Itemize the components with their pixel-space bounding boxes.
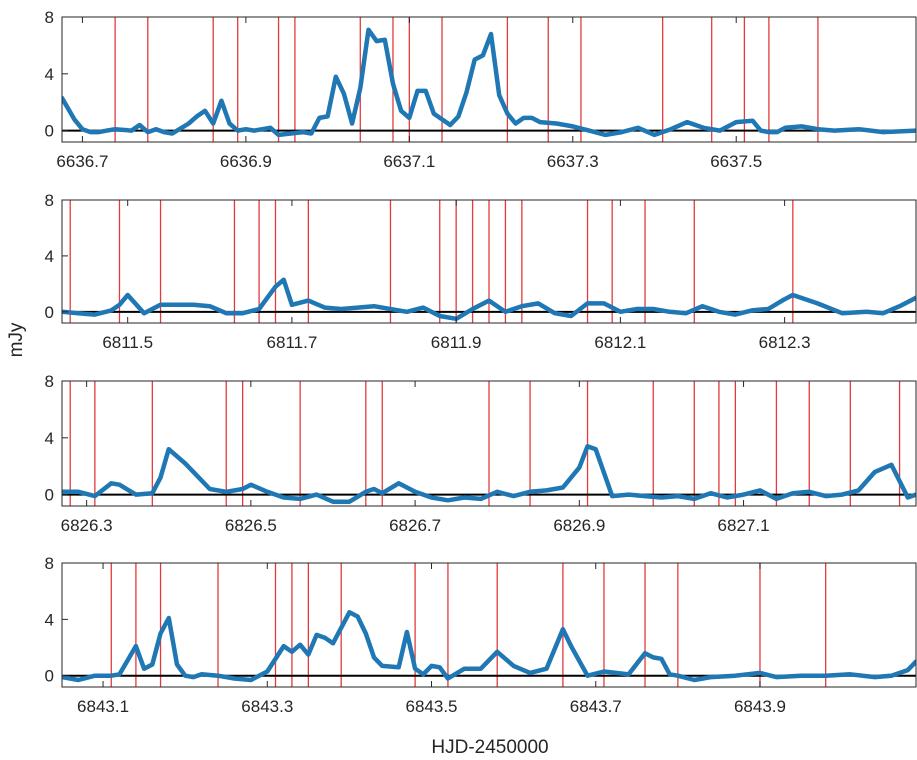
y-tick-label: 0 (45, 122, 54, 141)
y-tick-label: 4 (45, 65, 54, 84)
axes-box (61, 562, 917, 688)
y-tick-label: 8 (45, 191, 54, 210)
x-tick-label: 6826.7 (389, 516, 441, 535)
x-tick-label: 6636.7 (56, 152, 108, 171)
x-tick-label: 6843.5 (406, 697, 458, 716)
x-tick-label: 6637.1 (383, 152, 435, 171)
y-tick-label: 0 (45, 303, 54, 322)
x-tick-label: 6811.9 (431, 333, 482, 352)
x-axis-label: HJD-2450000 (431, 737, 548, 758)
plot-area (62, 200, 916, 323)
x-tick-label: 6826.9 (553, 516, 605, 535)
y-axis-label: mJy (6, 322, 27, 357)
panel-1: 0 4 8 6636.7 6636.9 6637.1 6637.3 6637.5 (45, 8, 917, 171)
x-tick-label: 6843.1 (77, 697, 129, 716)
panel-3: 0 4 8 6826.3 6826.5 6826.7 6826.9 6827.1 (45, 372, 917, 535)
y-tick-label: 0 (45, 486, 54, 505)
axes-box (61, 16, 917, 143)
x-tick-label: 6811.5 (102, 333, 153, 352)
axes-box (61, 380, 917, 507)
y-tick-label: 4 (45, 247, 54, 266)
x-tick-label: 6827.1 (718, 516, 770, 535)
plot-area (62, 563, 916, 687)
y-tick-label: 8 (45, 8, 54, 27)
x-tick-label: 6812.3 (759, 333, 811, 352)
panel-4: 0 4 8 6843.1 6843.3 6843.5 6843.7 6843.9 (45, 554, 917, 716)
y-tick-label: 4 (45, 610, 54, 629)
y-tick-label: 8 (45, 372, 54, 391)
x-tick-label: 6812.1 (594, 333, 646, 352)
x-tick-label: 6637.5 (710, 152, 762, 171)
plot-area (62, 381, 916, 506)
flux-series-line (62, 27, 916, 138)
flux-series-line (62, 277, 916, 322)
x-tick-label: 6843.7 (570, 697, 622, 716)
y-tick-label: 4 (45, 429, 54, 448)
x-tick-label: 6637.3 (547, 152, 599, 171)
axes-box (61, 199, 917, 324)
y-tick-label: 8 (45, 554, 54, 573)
plot-area (62, 17, 916, 142)
x-tick-label: 6826.5 (225, 516, 277, 535)
flux-series-line (62, 610, 916, 683)
x-tick-label: 6843.3 (241, 697, 293, 716)
x-tick-label: 6843.9 (734, 697, 786, 716)
x-tick-label: 6811.7 (267, 333, 318, 352)
x-tick-label: 6826.3 (61, 516, 113, 535)
flux-series-line (62, 444, 916, 504)
y-tick-label: 0 (45, 667, 54, 686)
panel-2: 0 4 8 6811.5 6811.7 6811.9 6812.1 6812.3 (45, 191, 917, 352)
x-tick-label: 6636.9 (220, 152, 272, 171)
